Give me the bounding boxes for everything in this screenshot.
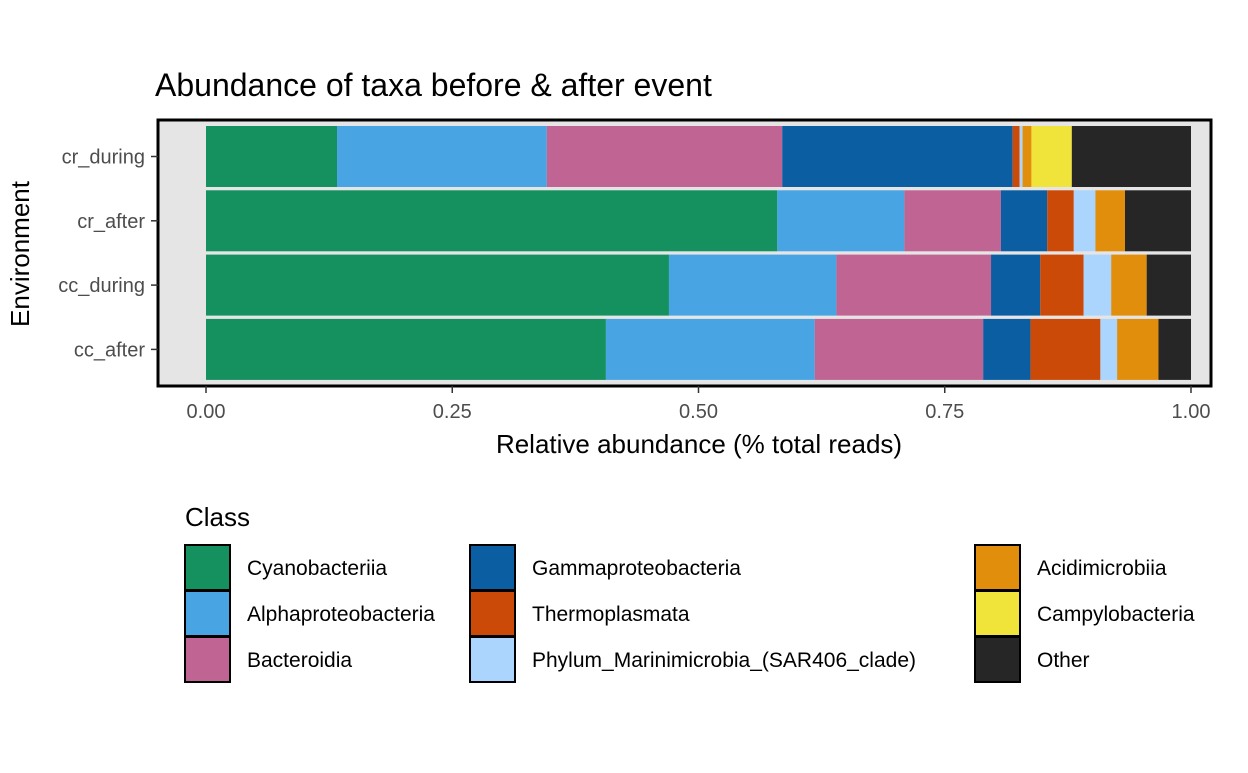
bar-cr-after-acidimicrobiia xyxy=(1095,190,1126,252)
legend-label-phylum-marinimicrobia-sar406-clade: Phylum_Marinimicrobia_(SAR406_clade) xyxy=(532,649,916,672)
x-tick-label: 0.00 xyxy=(187,401,226,423)
bar-cr-after-thermoplasmata xyxy=(1047,190,1074,252)
bar-cc-during-cyanobacteriia xyxy=(206,254,669,316)
x-tick-label: 0.50 xyxy=(679,401,718,423)
y-tick-label: cr_during xyxy=(62,147,145,169)
legend-key-alphaproteobacteria xyxy=(184,590,231,637)
bars-layer xyxy=(206,126,1191,380)
bar-cr-after-phylum-marinimicrobia-sar406-clade xyxy=(1073,190,1096,252)
bar-cr-during-alphaproteobacteria xyxy=(337,126,547,187)
bar-cr-after-alphaproteobacteria xyxy=(777,190,905,252)
legend-title: Class xyxy=(185,502,250,532)
bar-cc-after-other xyxy=(1158,318,1191,380)
bar-cr-during-acidimicrobiia xyxy=(1022,126,1032,187)
x-tick-label: 0.75 xyxy=(925,401,964,423)
panel-border xyxy=(156,118,1213,388)
chart-title: Abundance of taxa before & after event xyxy=(155,67,712,103)
legend-label-thermoplasmata: Thermoplasmata xyxy=(532,603,690,626)
legend-label-campylobacteria: Campylobacteria xyxy=(1037,603,1195,626)
legend-label-alphaproteobacteria: Alphaproteobacteria xyxy=(247,603,435,626)
bar-cr-during-thermoplasmata xyxy=(1012,126,1020,187)
legend-key-cyanobacteriia xyxy=(184,544,231,591)
y-axis-title: Environment xyxy=(5,180,35,327)
bar-cc-after-alphaproteobacteria xyxy=(605,318,815,380)
bar-cc-during-other xyxy=(1146,254,1191,316)
bar-cc-during-thermoplasmata xyxy=(1040,254,1084,316)
bar-cc-after-cyanobacteriia xyxy=(206,318,606,380)
legend-label-other: Other xyxy=(1037,649,1090,672)
legend-key-gammaproteobacteria xyxy=(469,544,516,591)
bar-cr-during-campylobacteria xyxy=(1031,126,1072,187)
x-axis-title: Relative abundance (% total reads) xyxy=(496,429,902,459)
y-tick-label: cc_during xyxy=(58,275,145,297)
bar-cc-after-acidimicrobiia xyxy=(1117,318,1159,380)
legend-key-bacteroidia xyxy=(184,636,231,683)
bar-cr-during-phylum-marinimicrobia-sar406-clade xyxy=(1019,126,1023,187)
legend-key-phylum-marinimicrobia-sar406-clade xyxy=(469,636,516,683)
legend-key-other xyxy=(974,636,1021,683)
x-tick-label: 1.00 xyxy=(1172,401,1211,423)
legend-key-thermoplasmata xyxy=(469,590,516,637)
bar-cc-after-bacteroidia xyxy=(814,318,984,380)
bar-cr-after-gammaproteobacteria xyxy=(1000,190,1048,252)
legend: Cyanobacteriia Alphaproteobacteria Bactero… xyxy=(184,544,1195,683)
x-axis: 0.00 0.25 0.50 0.75 1.00 xyxy=(187,386,1211,423)
legend-label-bacteroidia: Bacteroidia xyxy=(247,649,352,672)
legend-label-gammaproteobacteria: Gammaproteobacteria xyxy=(532,557,741,580)
y-axis: cr_during cr_after cc_during cc_after xyxy=(58,147,158,361)
bar-cc-during-alphaproteobacteria xyxy=(668,254,837,316)
x-tick-label: 0.25 xyxy=(433,401,472,423)
bar-cc-during-gammaproteobacteria xyxy=(991,254,1041,316)
legend-label-acidimicrobiia: Acidimicrobiia xyxy=(1037,557,1167,580)
bar-cc-during-acidimicrobiia xyxy=(1111,254,1147,316)
legend-key-acidimicrobiia xyxy=(974,544,1021,591)
bar-cr-after-cyanobacteriia xyxy=(206,190,778,252)
bar-cr-after-other xyxy=(1125,190,1191,252)
legend-key-campylobacteria xyxy=(974,590,1021,637)
bar-cr-after-bacteroidia xyxy=(904,190,1001,252)
bar-cr-during-cyanobacteriia xyxy=(206,126,338,187)
bar-cc-after-gammaproteobacteria xyxy=(983,318,1031,380)
bar-cc-after-phylum-marinimicrobia-sar406-clade xyxy=(1100,318,1118,380)
bar-cr-during-gammaproteobacteria xyxy=(782,126,1013,187)
bar-cr-during-bacteroidia xyxy=(546,126,783,187)
legend-label-cyanobacteriia: Cyanobacteriia xyxy=(247,557,387,580)
y-tick-label: cr_after xyxy=(77,211,145,233)
bar-cr-during-other xyxy=(1071,126,1191,187)
bar-cc-during-phylum-marinimicrobia-sar406-clade xyxy=(1083,254,1112,316)
bar-cc-during-bacteroidia xyxy=(836,254,992,316)
bar-cc-after-thermoplasmata xyxy=(1030,318,1101,380)
y-tick-label: cc_after xyxy=(74,339,145,361)
